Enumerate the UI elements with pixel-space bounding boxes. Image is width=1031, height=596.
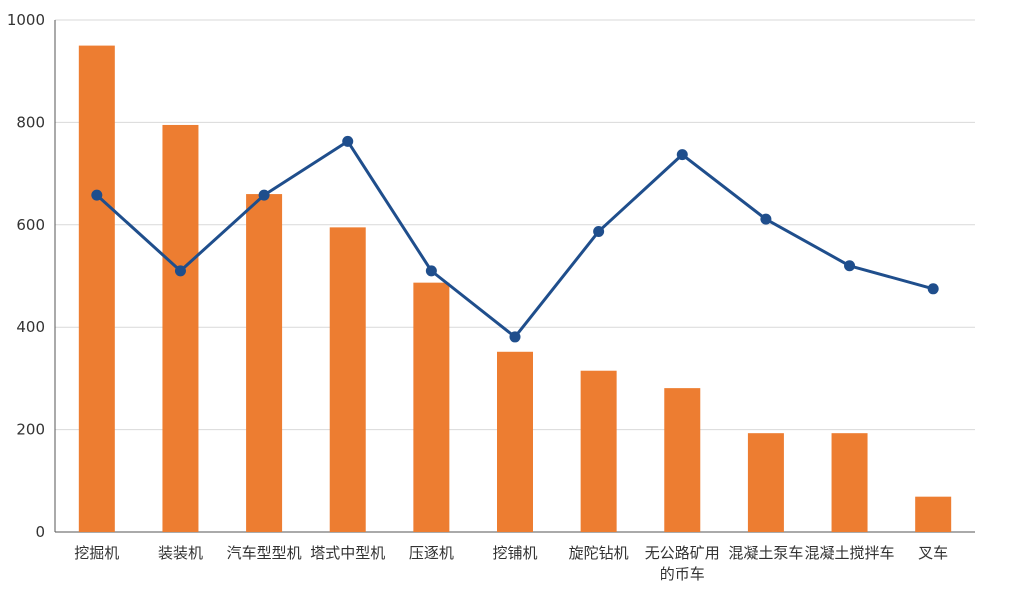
- line-point: [425, 265, 437, 277]
- line-point: [258, 189, 270, 201]
- bar: [580, 370, 617, 532]
- bar: [664, 388, 701, 532]
- x-tick-label-line: 装装机: [158, 544, 203, 562]
- x-tick-label-line: 混凝土搅拌车: [805, 544, 895, 562]
- bar: [915, 496, 952, 532]
- line-point: [91, 189, 103, 201]
- x-tick-label-line: 无公路矿用: [645, 544, 720, 562]
- x-tick-label: 汽车型型机: [227, 544, 302, 562]
- x-tick-label-line: 挖掘机: [74, 544, 119, 562]
- line-layer: [91, 135, 939, 343]
- grid-layer: [55, 19, 975, 431]
- bar: [497, 351, 533, 532]
- line-point: [844, 260, 856, 272]
- line-point: [760, 213, 772, 225]
- x-tick-label-line: 挖铺机: [492, 544, 537, 562]
- y-tick-label: 200: [16, 421, 45, 439]
- y-tick-label: 800: [16, 113, 45, 131]
- line-point: [593, 225, 605, 237]
- y-tick-label: 1000: [7, 11, 45, 29]
- x-tick-label-line: 旋陀钻机: [569, 544, 629, 562]
- y-tick-label: 400: [16, 318, 45, 336]
- line-point: [927, 283, 939, 295]
- bar: [246, 194, 283, 532]
- x-tick-label: 叉车: [918, 544, 948, 562]
- label-layer: 0 200 400 600 800 1000 挖掘机 装装机 汽车型型机 塔式中型机 压逐机 挖铺机 旋…: [7, 11, 948, 583]
- line-point: [342, 135, 354, 147]
- x-tick-label: 混凝土泵车: [728, 544, 803, 562]
- x-tick-label-line: 汽车型型机: [227, 544, 302, 562]
- bar: [78, 45, 115, 532]
- x-tick-label: 无公路矿用的币车: [645, 544, 720, 583]
- bar: [747, 433, 784, 532]
- x-tick-label-line: 的币车: [660, 565, 705, 583]
- x-tick-label: 挖掘机: [74, 544, 119, 562]
- line-point: [509, 331, 521, 343]
- x-tick-label: 挖铺机: [492, 544, 537, 562]
- x-tick-label-line: 叉车: [918, 544, 948, 562]
- x-tick-label: 旋陀钻机: [569, 544, 629, 562]
- bar: [413, 282, 450, 532]
- line-point: [174, 265, 186, 277]
- x-tick-label: 塔式中型机: [310, 544, 385, 562]
- x-tick-label-line: 混凝土泵车: [728, 544, 803, 562]
- x-tick-label: 装装机: [158, 544, 203, 562]
- series-line: [95, 139, 934, 339]
- bar: [831, 433, 868, 532]
- x-tick-label: 压逐机: [409, 544, 454, 562]
- y-tick-label: 600: [16, 216, 45, 234]
- bar: [329, 227, 366, 533]
- bar-layer: [78, 45, 952, 533]
- y-tick-label: 0: [35, 523, 45, 541]
- x-tick-label-line: 压逐机: [409, 544, 454, 562]
- x-tick-label: 混凝土搅拌车: [805, 544, 895, 562]
- x-tick-label-line: 塔式中型机: [310, 544, 385, 562]
- bar: [162, 124, 199, 533]
- line-point: [676, 149, 688, 161]
